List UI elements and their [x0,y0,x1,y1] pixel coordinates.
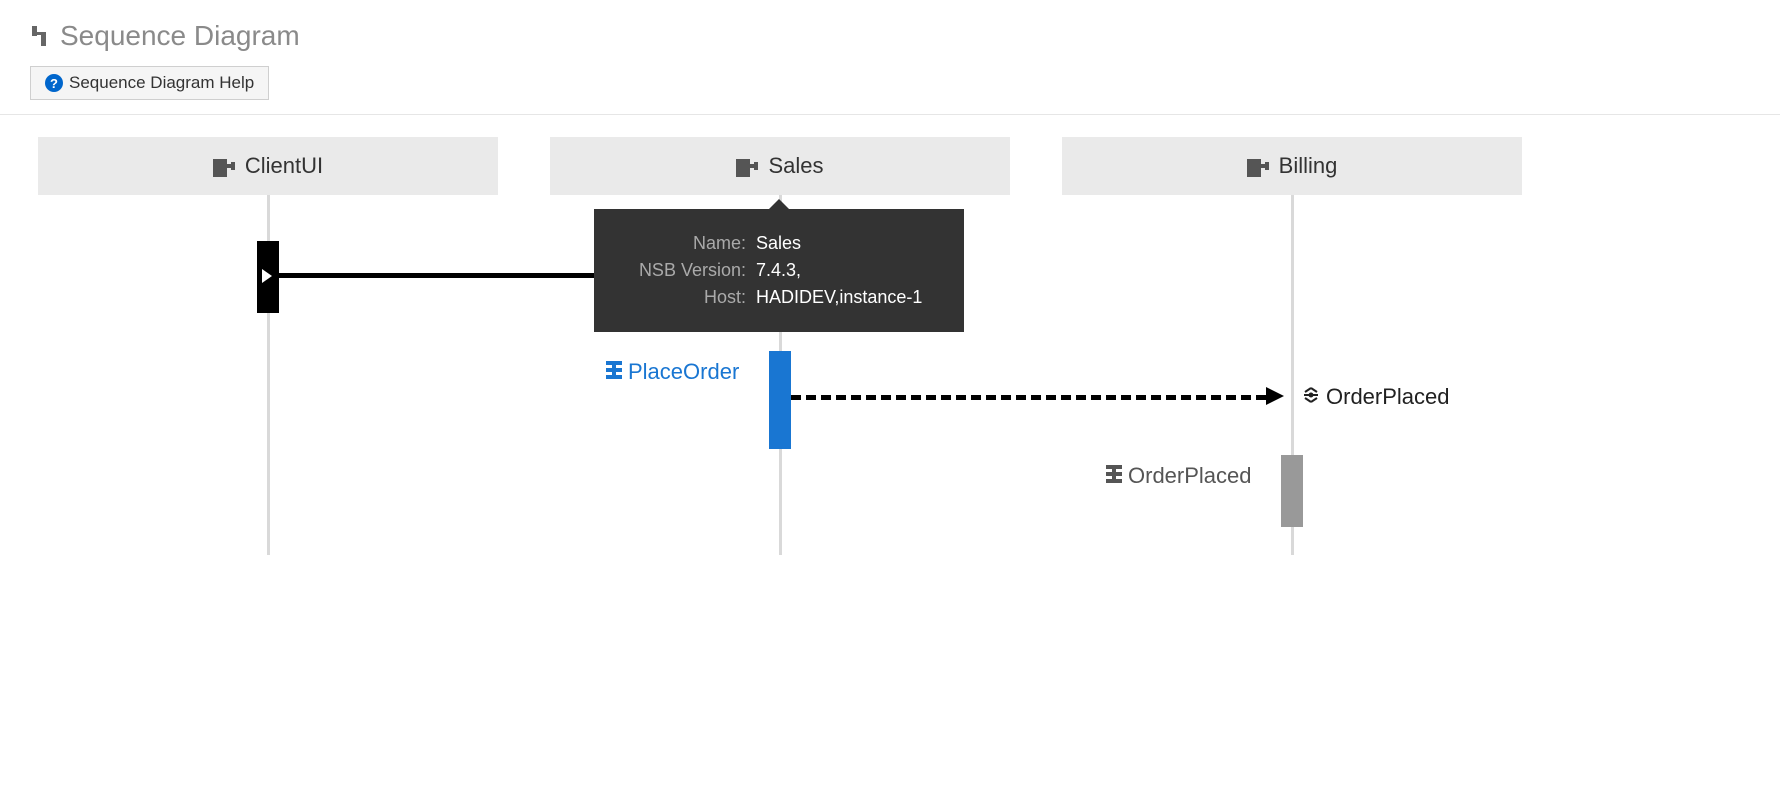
tooltip-value: 7.4.3, [756,260,801,281]
endpoint-header-sales[interactable]: Sales [550,137,1010,195]
message-text: PlaceOrder [628,359,739,385]
page-title: Sequence Diagram [60,20,300,52]
endpoint-icon [736,157,758,175]
tooltip-key: NSB Version: [616,260,756,281]
diagram-canvas: ClientUI Sales Billing PlaceOrder [0,115,1780,755]
endpoint-icon [1247,157,1269,175]
message-text: OrderPlaced [1326,384,1450,410]
start-indicator-icon [262,269,272,283]
message-line-orderplaced[interactable] [791,395,1266,400]
endpoint-label: Billing [1279,153,1338,179]
tooltip-key: Name: [616,233,756,254]
tooltip-value: HADIDEV,instance-1 [756,287,922,308]
endpoint-header-billing[interactable]: Billing [1062,137,1522,195]
help-icon: ? [45,74,63,92]
endpoint-header-clientui[interactable]: ClientUI [38,137,498,195]
help-button-label: Sequence Diagram Help [69,73,254,93]
page-title-row: Sequence Diagram [30,20,1780,52]
event-icon [1302,384,1320,410]
endpoint-label: ClientUI [245,153,323,179]
endpoint-label: Sales [768,153,823,179]
activation-sales[interactable] [769,351,791,449]
tooltip-key: Host: [616,287,756,308]
tooltip-row: Host: HADIDEV,instance-1 [616,287,942,308]
tooltip-row: NSB Version: 7.4.3, [616,260,942,281]
message-label-placeorder[interactable]: PlaceOrder [606,359,739,385]
handler-icon [1106,463,1122,489]
activation-billing[interactable] [1281,455,1303,527]
endpoint-icon [213,157,235,175]
sequence-diagram-icon [30,24,54,48]
message-label-orderplaced-event[interactable]: OrderPlaced [1302,384,1450,410]
help-button[interactable]: ? Sequence Diagram Help [30,66,269,100]
tooltip-value: Sales [756,233,801,254]
arrowhead-icon [1266,387,1284,405]
handler-icon [606,359,622,385]
message-label-orderplaced-handler[interactable]: OrderPlaced [1106,463,1252,489]
tooltip-row: Name: Sales [616,233,942,254]
message-text: OrderPlaced [1128,463,1252,489]
endpoint-tooltip: Name: Sales NSB Version: 7.4.3, Host: HA… [594,209,964,332]
